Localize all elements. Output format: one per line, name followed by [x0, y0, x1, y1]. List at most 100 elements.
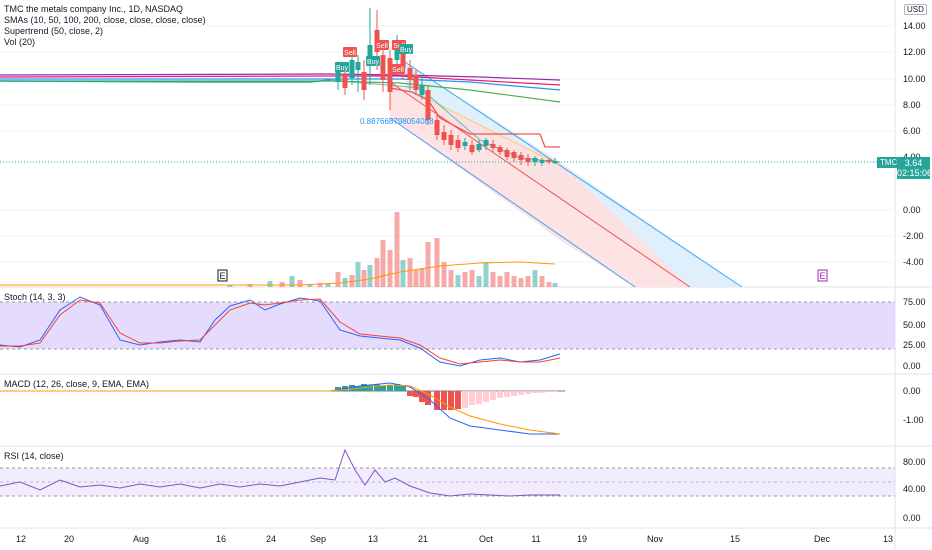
indicator-volume[interactable]: Vol (20) [4, 37, 36, 47]
time-axis-tick: 11 [531, 534, 540, 544]
earnings-markers[interactable]: E E [217, 269, 828, 282]
time-axis-tick: 24 [266, 534, 276, 544]
volume-bar [413, 270, 419, 287]
price-axis-tick: 14.00 [903, 21, 926, 31]
chart-title: TMC the metals company Inc., 1D, NASDAQ [4, 4, 184, 14]
price-axis-tick: -4.00 [903, 257, 924, 267]
volume-bar [539, 276, 545, 287]
last-price-tag: 3.64 02:15:06 [897, 157, 932, 179]
rsi-line [0, 448, 560, 497]
macd-histogram-bar [469, 391, 475, 405]
svg-text:E: E [219, 271, 225, 281]
fib-ratio-label: 0.887668798054088 [360, 117, 434, 126]
svg-text:Sell: Sell [392, 67, 404, 74]
price-axis-tick: 10.00 [903, 74, 926, 84]
svg-text:Buy: Buy [336, 65, 349, 72]
macd-histogram-bar [419, 391, 425, 402]
volume-bar [367, 265, 373, 287]
main-legend: TMC the metals company Inc., 1D, NASDAQ … [4, 4, 206, 48]
time-axis-tick: 13 [368, 534, 378, 544]
time-axis-tick: 13 [883, 534, 893, 544]
volume-bar [552, 283, 558, 287]
candle-body [532, 158, 538, 162]
volume-bar [490, 272, 496, 287]
macd-histogram-bar [462, 391, 468, 408]
time-axis[interactable]: 12 20 Aug 16 24 Sep 13 21 Oct 11 19 Nov 15 Dec 13 [16, 534, 893, 544]
candle-body [539, 160, 545, 163]
candle-body [407, 68, 413, 80]
currency-label[interactable]: USD [904, 4, 927, 15]
time-axis-tick: 20 [64, 534, 74, 544]
macd-histogram-bar [335, 387, 341, 391]
macd-axis-tick: -1.00 [903, 415, 924, 425]
macd-histogram [335, 384, 558, 410]
macd-label[interactable]: MACD (12, 26, close, 9, EMA, EMA) [4, 379, 150, 389]
macd-histogram-bar [387, 385, 393, 391]
macd-histogram-bar [546, 391, 552, 392]
candle-body [400, 52, 406, 68]
candle-body [419, 85, 425, 95]
volume-bar [297, 280, 303, 287]
indicator-smas[interactable]: SMAs (10, 50, 100, 200, close, close, cl… [4, 15, 206, 25]
macd-histogram-bar [483, 391, 489, 402]
volume-bar [335, 272, 341, 287]
macd-histogram-bar [434, 391, 440, 410]
indicator-supertrend[interactable]: Supertrend (50, close, 2) [4, 26, 104, 36]
macd-histogram-bar [448, 391, 454, 410]
time-axis-tick: 15 [730, 534, 740, 544]
price-axis-tick: 12.00 [903, 47, 926, 57]
candle-body [469, 145, 475, 152]
candle-body [455, 140, 461, 148]
macd-histogram-bar [539, 391, 545, 393]
volume-bar [425, 242, 431, 287]
stoch-d-line [0, 298, 561, 365]
price-axis[interactable]: 14.0012.0010.008.006.004.000.00-2.00-4.0… [903, 21, 926, 267]
candle-body [441, 132, 447, 140]
macd-histogram-bar [380, 386, 386, 391]
macd-histogram-bar [413, 391, 419, 397]
volume-bar [380, 240, 386, 287]
volume-bar [400, 260, 406, 287]
buy-signal: Buy [366, 56, 380, 66]
volume-bar [407, 258, 413, 287]
volume-bar [441, 262, 447, 287]
stoch-k-line [0, 296, 561, 367]
volume-bar [504, 272, 510, 287]
stoch-label[interactable]: Stoch (14, 3, 3) [4, 292, 66, 302]
stoch-band-lines [0, 301, 895, 350]
time-axis-tick: Aug [133, 534, 149, 544]
pane-axes: 75.00 50.00 25.00 0.00 0.00 -1.00 80.00 40.00 0.… [903, 297, 926, 523]
macd-histogram-bar [441, 391, 447, 410]
candle-body [504, 150, 510, 157]
macd-histogram-bar [394, 384, 400, 391]
time-axis-tick: 16 [216, 534, 226, 544]
macd-histogram-bar [367, 385, 373, 391]
volume-bar [525, 276, 531, 287]
volume-bar [483, 262, 489, 287]
price-axis-tick: 8.00 [903, 100, 921, 110]
volume-bar [361, 270, 367, 287]
volume-bar [317, 283, 323, 287]
volume-bar [307, 284, 313, 287]
volume-bar [325, 283, 331, 287]
price-baseline [0, 79, 331, 83]
macd-line [0, 382, 560, 435]
rsi-axis-tick: 0.00 [903, 513, 921, 523]
candle-body [367, 45, 373, 62]
volume-bar [374, 258, 380, 287]
candle-body [394, 42, 400, 60]
stoch-axis-tick: 25.00 [903, 340, 926, 350]
earnings-marker-1 [217, 269, 228, 282]
candle-body [511, 152, 517, 158]
volume-bar [448, 270, 454, 287]
rsi-axis-tick: 80.00 [903, 457, 926, 467]
macd-signal-line [0, 384, 561, 435]
time-axis-tick: Oct [479, 534, 494, 544]
macd-histogram-bar [552, 391, 558, 392]
time-axis-tick: Sep [310, 534, 326, 544]
volume-bar [434, 238, 440, 287]
rsi-label[interactable]: RSI (14, close) [4, 451, 64, 461]
earnings-marker-2 [817, 269, 828, 282]
candle-body [462, 142, 468, 146]
